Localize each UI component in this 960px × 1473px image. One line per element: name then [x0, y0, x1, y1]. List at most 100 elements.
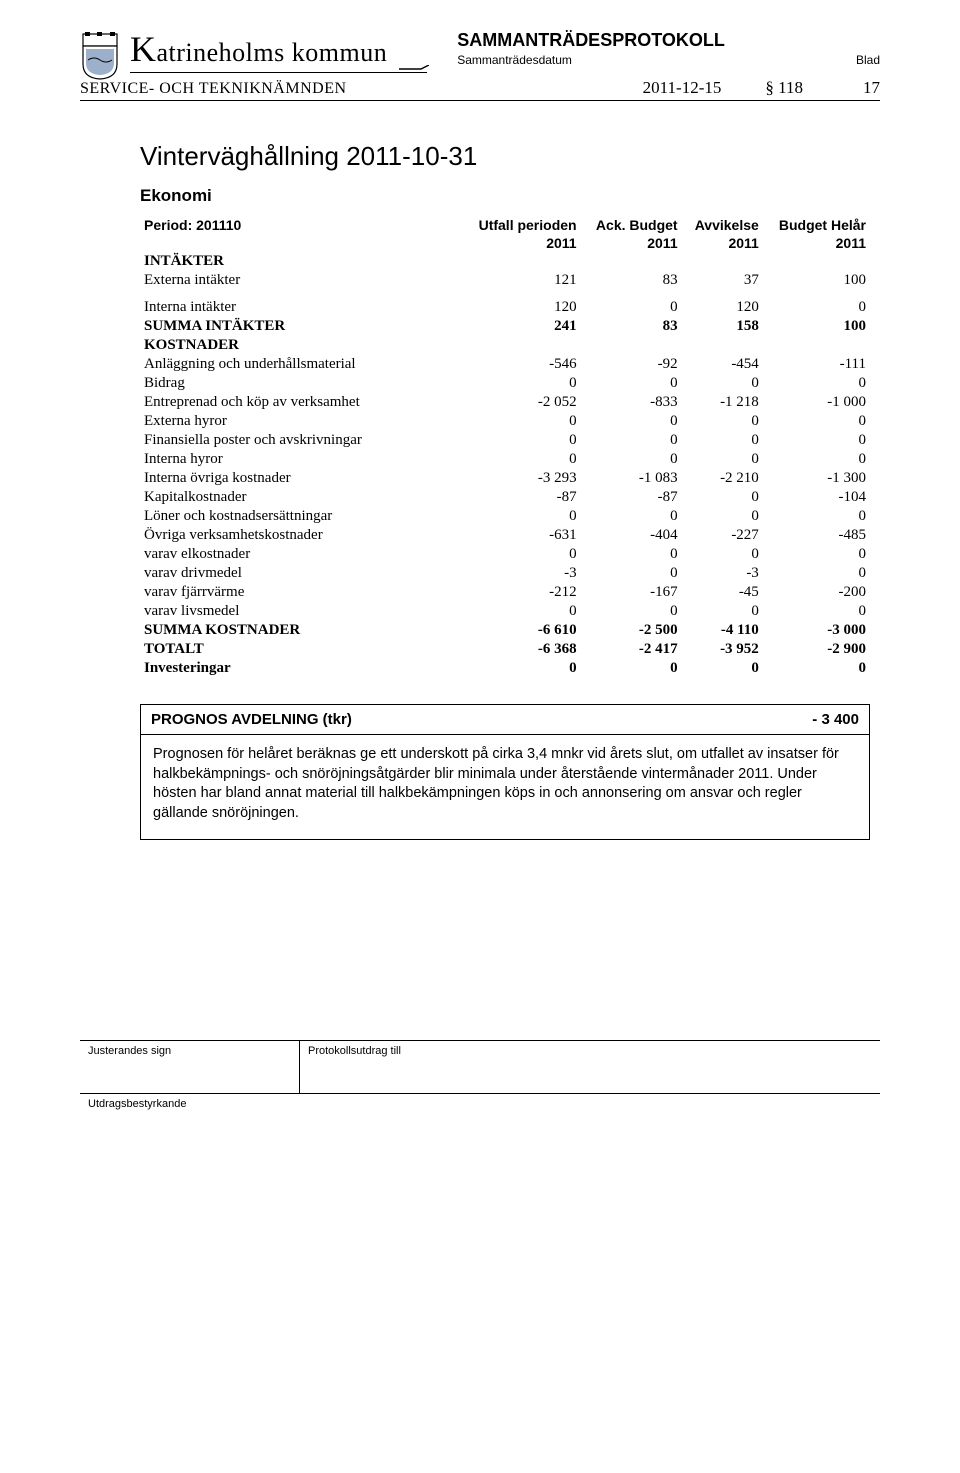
- row-label: Externa hyror: [140, 412, 461, 431]
- cell: 0: [581, 412, 682, 431]
- cell: 0: [763, 564, 870, 583]
- table-row: Entreprenad och köp av verksamhet-2 052-…: [140, 393, 870, 412]
- cell: -3 000: [763, 621, 870, 640]
- table-row: Anläggning och underhållsmaterial-546-92…: [140, 355, 870, 374]
- cell: 0: [461, 374, 580, 393]
- prognos-box: PROGNOS AVDELNING (tkr) - 3 400 Prognose…: [140, 704, 870, 840]
- footer-justerandes: Justerandes sign: [80, 1041, 300, 1093]
- col-header: 2011: [763, 234, 870, 252]
- doc-date: 2011-12-15: [643, 78, 722, 98]
- group-label: INTÄKTER: [140, 252, 461, 271]
- row-label: Investeringar: [140, 659, 461, 678]
- meta-blad-label: Blad: [856, 53, 880, 67]
- doc-meta: 2011-12-15 § 118 17: [643, 78, 880, 98]
- cell: -1 300: [763, 469, 870, 488]
- cell: -2 417: [581, 640, 682, 659]
- cell: -3 293: [461, 469, 580, 488]
- cell: -2 052: [461, 393, 580, 412]
- summa-kostnader-row: SUMMA KOSTNADER-6 610-2 500-4 110-3 000: [140, 621, 870, 640]
- page-number: 17: [863, 78, 880, 98]
- meta-labels: Sammanträdesdatum Blad: [457, 53, 880, 67]
- cell: 0: [682, 450, 763, 469]
- page-header: Katrineholms kommun SAMMANTRÄDESPROTOKOL…: [80, 30, 880, 80]
- org-name-rest: atrineholms kommun: [157, 38, 388, 67]
- dept-line: SERVICE- OCH TEKNIKNÄMNDEN 2011-12-15 § …: [80, 78, 880, 101]
- cell: 0: [682, 659, 763, 678]
- prognos-value: - 3 400: [812, 711, 859, 728]
- cell: -454: [682, 355, 763, 374]
- item-number: § 118: [765, 78, 803, 98]
- table-row: varav livsmedel0000: [140, 602, 870, 621]
- cell: 0: [763, 298, 870, 317]
- cell: -200: [763, 583, 870, 602]
- cell: -227: [682, 526, 763, 545]
- group-kostnader: KOSTNADER: [140, 336, 870, 355]
- cell: -212: [461, 583, 580, 602]
- row-label: Externa intäkter: [140, 271, 461, 290]
- cell: 0: [581, 602, 682, 621]
- col-header: 2011: [461, 234, 580, 252]
- row-label: TOTALT: [140, 640, 461, 659]
- row-label: Interna hyror: [140, 450, 461, 469]
- cell: 0: [581, 298, 682, 317]
- ekonomi-heading: Ekonomi: [140, 186, 870, 206]
- cell: -833: [581, 393, 682, 412]
- cell: 0: [682, 431, 763, 450]
- org-name: Katrineholms kommun: [130, 30, 427, 73]
- cell: -167: [581, 583, 682, 602]
- row-label: Finansiella poster och avskrivningar: [140, 431, 461, 450]
- prognos-header: PROGNOS AVDELNING (tkr) - 3 400: [141, 705, 869, 735]
- col-header: 2011: [682, 234, 763, 252]
- cell: -45: [682, 583, 763, 602]
- cell: 83: [581, 317, 682, 336]
- cell: 0: [763, 431, 870, 450]
- table-row: varav drivmedel-30-30: [140, 564, 870, 583]
- org-name-initial: K: [130, 29, 157, 69]
- doc-title: SAMMANTRÄDESPROTOKOLL: [457, 30, 880, 51]
- group-label: KOSTNADER: [140, 336, 461, 355]
- cell: -3 952: [682, 640, 763, 659]
- doc-title-block: SAMMANTRÄDESPROTOKOLL Sammanträdesdatum …: [427, 30, 880, 67]
- period-label: Period: 201110: [140, 216, 461, 234]
- cell: -87: [581, 488, 682, 507]
- summa-intakter-row: SUMMA INTÄKTER24183158100: [140, 317, 870, 336]
- cell: 0: [461, 545, 580, 564]
- cell: -2 210: [682, 469, 763, 488]
- cell: -404: [581, 526, 682, 545]
- cell: 0: [461, 507, 580, 526]
- col-header: Ack. Budget: [581, 216, 682, 234]
- cell: 83: [581, 271, 682, 290]
- finance-table: Period: 201110 Utfall perioden Ack. Budg…: [140, 216, 870, 678]
- row-label: varav drivmedel: [140, 564, 461, 583]
- col-header: Budget Helår: [763, 216, 870, 234]
- cell: -2 500: [581, 621, 682, 640]
- table-row: Interna hyror0000: [140, 450, 870, 469]
- table-row: Interna intäkter12001200: [140, 298, 870, 317]
- totalt-row: TOTALT-6 368-2 417-3 952-2 900: [140, 640, 870, 659]
- cell: 37: [682, 271, 763, 290]
- cell: 120: [461, 298, 580, 317]
- underline-flourish-icon: [399, 65, 429, 73]
- table-row: Interna övriga kostnader-3 293-1 083-2 2…: [140, 469, 870, 488]
- cell: -631: [461, 526, 580, 545]
- cell: 0: [763, 374, 870, 393]
- cell: 0: [581, 507, 682, 526]
- footer-protokoll: Protokollsutdrag till: [300, 1041, 880, 1093]
- page-footer: Justerandes sign Protokollsutdrag till U…: [80, 1040, 880, 1138]
- cell: -6 610: [461, 621, 580, 640]
- cell: 100: [763, 317, 870, 336]
- col-header: Avvikelse: [682, 216, 763, 234]
- cell: 0: [763, 602, 870, 621]
- table-row: varav fjärrvärme-212-167-45-200: [140, 583, 870, 602]
- cell: -92: [581, 355, 682, 374]
- cell: -111: [763, 355, 870, 374]
- cell: 0: [763, 412, 870, 431]
- footer-utdrag: Utdragsbestyrkande: [80, 1093, 880, 1138]
- section-title: Vinterväghållning 2011-10-31: [140, 141, 870, 172]
- cell: 0: [682, 602, 763, 621]
- cell: 0: [581, 374, 682, 393]
- table-row: Externa hyror0000: [140, 412, 870, 431]
- cell: 0: [682, 488, 763, 507]
- municipal-crest-icon: [80, 32, 120, 80]
- row-label: Anläggning och underhållsmaterial: [140, 355, 461, 374]
